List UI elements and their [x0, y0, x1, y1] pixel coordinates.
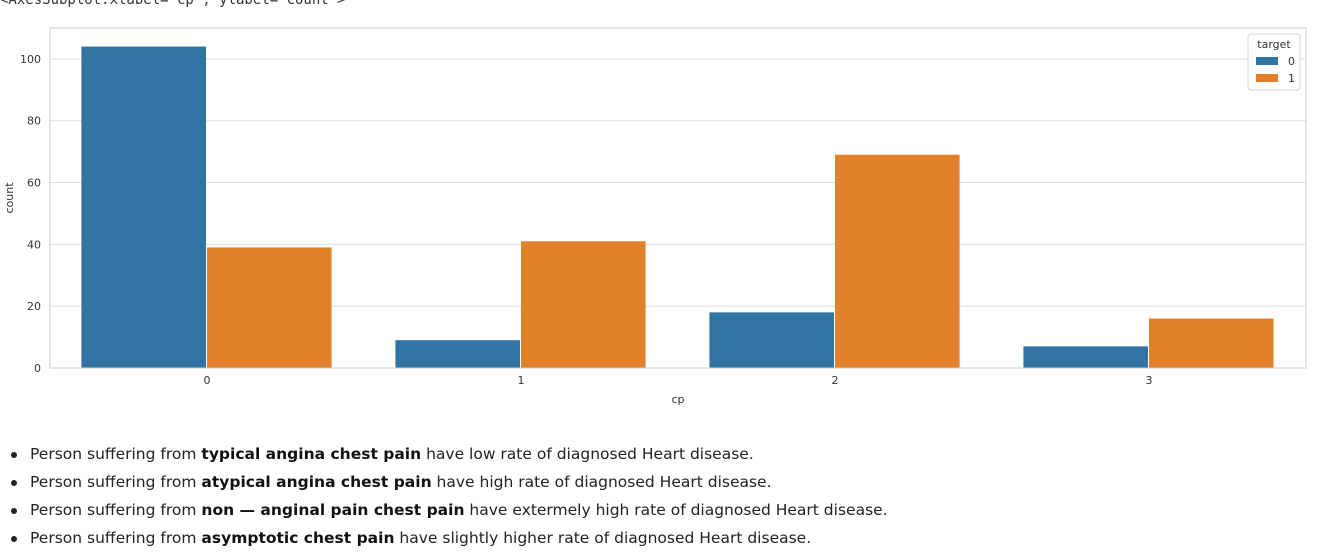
- y-tick-label: 20: [27, 300, 41, 313]
- insight-prefix: Person suffering from: [30, 473, 202, 491]
- insight-bold: typical angina chest pain: [201, 445, 422, 463]
- insight-bold: atypical angina chest pain: [201, 473, 432, 491]
- legend: target 01: [1247, 33, 1301, 91]
- insight-suffix: have low rate of diagnosed Heart disease…: [421, 445, 754, 463]
- insight-bold: asymptotic chest pain: [201, 529, 395, 547]
- bar-cp1-target0: [395, 340, 520, 368]
- insight-suffix: have slightly higher rate of diagnosed H…: [394, 529, 812, 547]
- insight-prefix: Person suffering from: [30, 445, 202, 463]
- x-axis-label: cp: [671, 393, 684, 406]
- y-axis-label: count: [3, 182, 16, 214]
- insight-item: Person suffering from typical angina che…: [11, 440, 1320, 468]
- bar-cp2-target1: [835, 154, 960, 368]
- insight-item: Person suffering from atypical angina ch…: [11, 468, 1320, 496]
- legend-swatch: [1256, 74, 1278, 82]
- insight-item: Person suffering from asymptotic chest p…: [11, 524, 1320, 552]
- bar-cp3-target1: [1149, 318, 1274, 368]
- bar-cp2-target0: [709, 312, 834, 368]
- y-tick-label: 100: [20, 53, 41, 66]
- x-tick-label: 1: [518, 374, 525, 387]
- insights-list: Person suffering from typical angina che…: [0, 440, 1320, 552]
- legend-label: 0: [1288, 55, 1295, 68]
- legend-entries: 01: [1256, 55, 1295, 85]
- bar-cp3-target0: [1023, 346, 1148, 368]
- insight-prefix: Person suffering from: [30, 529, 202, 547]
- plot-frame: [49, 27, 1307, 369]
- insight-suffix: have high rate of diagnosed Heart diseas…: [431, 473, 772, 491]
- y-tick-labels: 0 20 40 60 80 100: [20, 53, 41, 375]
- legend-title: target: [1257, 38, 1291, 51]
- output-repr-text: <AxesSubplot:xlabel='cp', ylabel='count'…: [0, 0, 346, 8]
- bars: [81, 46, 1274, 368]
- legend-swatch: [1256, 57, 1278, 65]
- y-tick-label: 40: [27, 238, 41, 251]
- bar-cp0-target0: [81, 46, 206, 368]
- insight-prefix: Person suffering from: [30, 501, 202, 519]
- x-tick-label: 0: [204, 374, 211, 387]
- bar-cp1-target1: [521, 241, 646, 368]
- y-tick-label: 60: [27, 177, 41, 190]
- x-tick-labels: 0 1 2 3: [204, 374, 1153, 387]
- insight-item: Person suffering from non — anginal pain…: [11, 496, 1320, 524]
- y-tick-label: 80: [27, 115, 41, 128]
- insight-bold: non — anginal pain chest pain: [201, 501, 465, 519]
- bar-cp0-target1: [207, 247, 332, 368]
- x-tick-label: 2: [832, 374, 839, 387]
- x-tick-label: 3: [1146, 374, 1153, 387]
- insight-suffix: have extermely high rate of diagnosed He…: [464, 501, 888, 519]
- y-tick-label: 0: [34, 362, 41, 375]
- legend-label: 1: [1288, 72, 1295, 85]
